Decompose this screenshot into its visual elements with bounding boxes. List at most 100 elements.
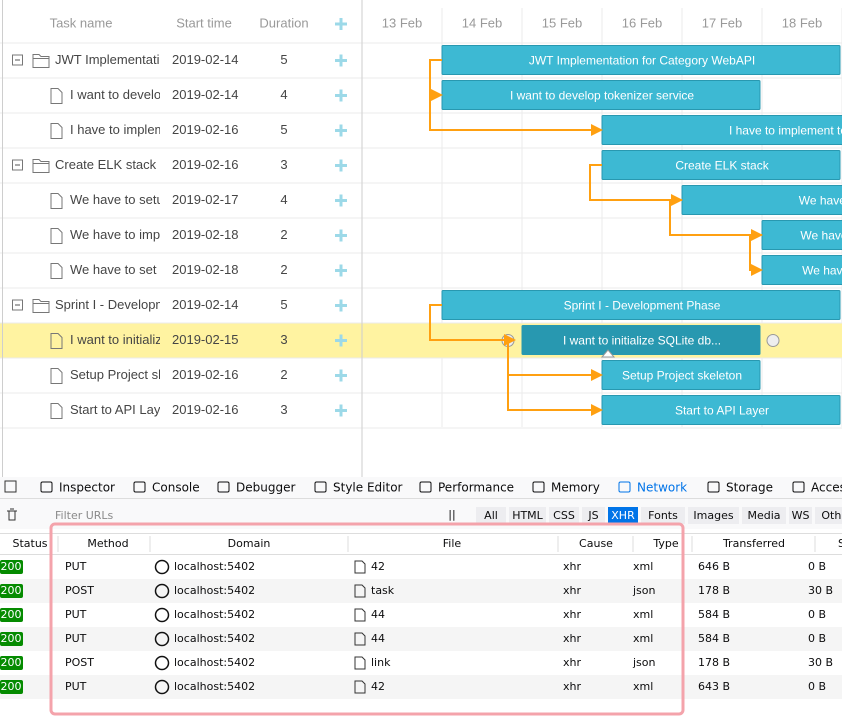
filter-button[interactable]: Fonts: [648, 509, 678, 522]
filter-button[interactable]: Images: [693, 509, 733, 522]
plus-v: [339, 299, 343, 312]
task-bar-group[interactable]: JWT Implementation for Category WebAPI: [441, 45, 841, 75]
table-cell: PUT: [65, 680, 87, 693]
globe-icon: [154, 607, 170, 623]
table-cell[interactable]: 44: [371, 632, 385, 645]
filter-button-bg[interactable]: [509, 507, 546, 524]
filter-button-bg[interactable]: [549, 507, 579, 524]
task-bar-group[interactable]: I want to develop tokenizer service: [441, 80, 761, 110]
column-header[interactable]: Method: [87, 537, 128, 550]
table-cell[interactable]: 42: [371, 680, 385, 693]
add-subtask-button[interactable]: [335, 124, 347, 137]
task-bar-group[interactable]: Setup Project skeleton: [601, 360, 761, 390]
column-header[interactable]: Domain: [228, 537, 271, 550]
add-subtask-button[interactable]: [335, 404, 347, 417]
tab-icon[interactable]: [217, 481, 230, 493]
devtools-tab[interactable]: Network: [637, 481, 687, 495]
filter-button[interactable]: XHR: [611, 509, 635, 522]
table-cell[interactable]: link: [371, 656, 391, 669]
task-bar-group[interactable]: I want to initialize SQLite db...: [521, 325, 761, 355]
tab-icon[interactable]: [314, 481, 327, 493]
filter-button-bg[interactable]: [641, 507, 685, 524]
table-cell: 584 B: [698, 608, 730, 621]
filter-button-bg[interactable]: [688, 507, 739, 524]
task-bar-group[interactable]: We have to set: [761, 255, 842, 285]
link-handle[interactable]: [766, 334, 780, 347]
duration: 2: [280, 262, 287, 277]
task-bar-group[interactable]: Start to API Layer: [601, 395, 841, 425]
tab-icon[interactable]: [618, 481, 631, 493]
filter-button[interactable]: CSS: [553, 509, 575, 522]
devtools-tab[interactable]: Debugger: [236, 481, 295, 495]
tab-icon[interactable]: [707, 481, 720, 493]
add-subtask-button[interactable]: [335, 299, 347, 312]
add-subtask-button[interactable]: [335, 369, 347, 382]
filter-button-bg[interactable]: [815, 507, 842, 524]
filter-button-bg[interactable]: [582, 507, 605, 524]
table-cell[interactable]: 44: [371, 608, 385, 621]
table-cell: localhost:5402: [174, 632, 255, 645]
tab-icon[interactable]: [40, 481, 53, 493]
pick-icon[interactable]: [4, 480, 17, 493]
task-bar-group[interactable]: Create ELK stack: [601, 150, 841, 180]
trash-icon[interactable]: [7, 508, 17, 521]
table-cell: PUT: [65, 632, 87, 645]
tab-icon[interactable]: [419, 481, 432, 493]
dependency-link: [429, 304, 516, 346]
add-subtask-button[interactable]: [335, 54, 347, 67]
column-header[interactable]: Status: [12, 537, 47, 550]
filter-button-bg[interactable]: [608, 507, 638, 524]
devtools-tab[interactable]: Storage: [726, 481, 773, 495]
devtools-tab[interactable]: Console: [152, 481, 200, 495]
add-subtask-button[interactable]: [335, 264, 347, 277]
date-header: 15 Feb: [542, 15, 582, 30]
column-header[interactable]: File: [443, 537, 462, 550]
column-header[interactable]: Type: [652, 537, 678, 550]
progress-handle[interactable]: [600, 349, 616, 358]
add-subtask-button[interactable]: [335, 334, 347, 347]
devtools-tab[interactable]: Accessibility: [811, 481, 842, 495]
devtools-tab[interactable]: Memory: [551, 481, 600, 495]
table-cell: localhost:5402: [174, 608, 255, 621]
duration: 3: [280, 332, 287, 347]
column-header[interactable]: Size: [838, 537, 842, 550]
plus-v: [339, 54, 343, 67]
globe-icon: [154, 679, 170, 695]
task-bar-group[interactable]: We have to setu: [681, 185, 842, 215]
task-bar-group[interactable]: Sprint I - Development Phase: [441, 290, 841, 320]
task-bar-group[interactable]: We have to imp: [761, 220, 842, 250]
task-name: Create ELK stack: [55, 157, 157, 172]
filter-button-bg[interactable]: [476, 507, 506, 524]
filter-button-bg[interactable]: [742, 507, 786, 524]
filter-button[interactable]: Media: [747, 509, 780, 522]
filter-button[interactable]: HTML: [512, 509, 543, 522]
filter-button[interactable]: WS: [792, 509, 810, 522]
add-subtask-button[interactable]: [335, 194, 347, 207]
bar-label: JWT Implementation for Category WebAPI: [529, 54, 755, 68]
pause-button[interactable]: ||: [448, 508, 455, 521]
column-header[interactable]: Cause: [579, 537, 613, 550]
tab-icon[interactable]: [133, 481, 146, 493]
table-cell[interactable]: 42: [371, 560, 385, 573]
filter-button[interactable]: Other: [821, 509, 842, 522]
filter-input[interactable]: Filter URLs: [55, 509, 114, 522]
add-subtask-button[interactable]: [335, 159, 347, 172]
devtools-tab[interactable]: Performance: [438, 481, 514, 495]
dependency-link: [429, 60, 603, 136]
task-bar-group[interactable]: I have to implement tokeniz: [601, 115, 842, 145]
column-header[interactable]: Transferred: [722, 537, 785, 550]
add-subtask-button[interactable]: [335, 229, 347, 242]
filter-button[interactable]: JS: [587, 509, 598, 522]
devtools-tab[interactable]: Style Editor: [333, 481, 403, 495]
table-cell[interactable]: task: [371, 584, 395, 597]
devtools-tab[interactable]: Inspector: [59, 481, 115, 495]
filter-button-bg[interactable]: [789, 507, 812, 524]
table-cell: localhost:5402: [174, 680, 255, 693]
filter-button[interactable]: All: [484, 509, 498, 522]
file-icon: [354, 560, 366, 574]
tab-icon[interactable]: [792, 481, 805, 493]
tab-icon[interactable]: [532, 481, 545, 493]
add-task-button[interactable]: [335, 18, 347, 30]
add-subtask-button[interactable]: [335, 89, 347, 102]
